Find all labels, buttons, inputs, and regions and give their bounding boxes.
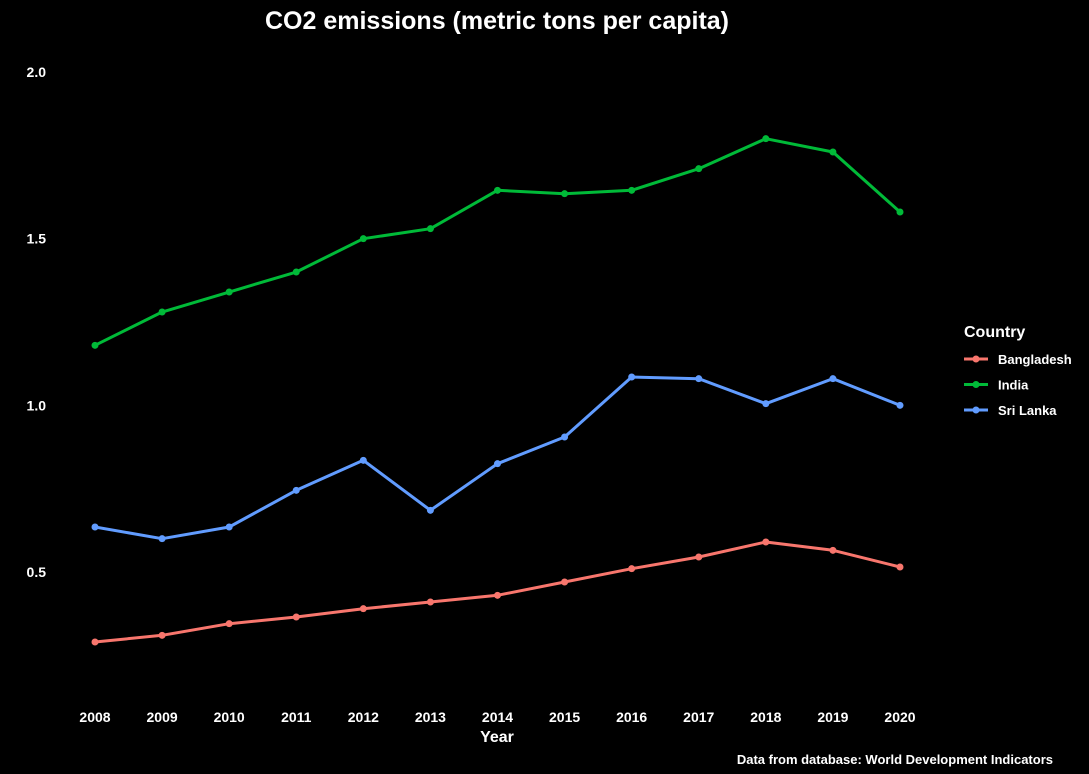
legend-background [953, 318, 1079, 424]
plot-area [91, 135, 904, 646]
legend-title: Country [964, 324, 1025, 341]
data-point-sri-lanka [628, 373, 636, 381]
x-tick-label: 2020 [884, 709, 915, 725]
data-point-sri-lanka [762, 400, 770, 408]
data-point-india [225, 288, 233, 296]
data-point-sri-lanka [561, 433, 569, 441]
x-tick-label: 2013 [415, 709, 446, 725]
data-point-india [695, 165, 703, 173]
data-point-bangladesh [494, 591, 501, 599]
y-tick-label: 1.0 [27, 397, 47, 413]
data-point-bangladesh [292, 613, 300, 621]
y-tick-label: 2.0 [27, 64, 47, 80]
data-point-india [426, 225, 434, 233]
data-point-india [628, 186, 636, 194]
data-point-bangladesh [91, 638, 99, 646]
legend-label-sri-lanka: Sri Lanka [998, 403, 1057, 418]
y-tick-label: 1.5 [27, 231, 47, 247]
data-point-india [561, 190, 569, 198]
data-point-bangladesh [896, 563, 904, 571]
x-tick-label: 2010 [214, 709, 245, 725]
data-point-sri-lanka [359, 456, 367, 464]
y-axis: 0.5 1.0 1.5 2.0 [27, 64, 47, 580]
data-point-sri-lanka [158, 535, 166, 543]
x-tick-label: 2014 [482, 709, 513, 725]
x-tick-label: 2016 [616, 709, 647, 725]
x-tick-label: 2019 [817, 709, 848, 725]
data-point-bangladesh [225, 620, 233, 628]
x-tick-label: 2018 [750, 709, 781, 725]
legend-label-india: India [998, 378, 1029, 393]
legend-key-point-sri-lanka [972, 406, 980, 414]
chart-title: CO2 emissions (metric tons per capita) [265, 7, 729, 35]
data-point-india [91, 341, 99, 349]
data-point-sri-lanka [91, 523, 99, 531]
series-line-sri-lanka [94, 375, 901, 541]
data-point-bangladesh [158, 631, 166, 639]
x-tick-label: 2009 [147, 709, 178, 725]
x-tick-label: 2011 [281, 709, 312, 725]
data-point-sri-lanka [896, 401, 904, 409]
data-point-sri-lanka [225, 523, 233, 531]
data-point-sri-lanka [494, 460, 501, 468]
data-point-bangladesh [561, 578, 569, 586]
legend-key-point-bangladesh [972, 355, 980, 363]
x-axis: 2008 2009 2010 2011 2012 2013 2014 2015 2016 2017… [79, 709, 915, 725]
y-tick-label: 0.5 [27, 564, 47, 580]
data-point-sri-lanka [695, 375, 703, 383]
legend-key-point-india [972, 381, 980, 388]
data-point-bangladesh [628, 565, 636, 573]
x-tick-label: 2012 [348, 709, 379, 725]
data-point-bangladesh [695, 553, 703, 561]
data-point-sri-lanka [829, 375, 837, 383]
data-point-bangladesh [359, 605, 367, 613]
x-axis-title: Year [480, 729, 514, 746]
data-point-bangladesh [762, 538, 770, 546]
data-point-india [829, 148, 837, 156]
source-caption: Data from database: World Development In… [737, 752, 1053, 767]
data-point-india [359, 235, 367, 243]
legend-label-bangladesh: Bangladesh [998, 352, 1072, 367]
legend: Country Bangladesh India Sri Lanka [953, 318, 1079, 424]
data-point-india [158, 308, 166, 316]
data-point-india [762, 135, 770, 143]
data-point-sri-lanka [426, 506, 434, 514]
data-point-india [896, 208, 904, 216]
data-point-india [292, 268, 300, 276]
series-line-india [94, 137, 901, 347]
x-tick-label: 2015 [549, 709, 580, 725]
data-point-sri-lanka [292, 486, 300, 494]
data-point-bangladesh [829, 546, 837, 554]
x-tick-label: 2017 [683, 709, 714, 725]
data-point-bangladesh [426, 598, 434, 606]
data-point-india [494, 186, 501, 194]
x-tick-label: 2008 [79, 709, 110, 725]
